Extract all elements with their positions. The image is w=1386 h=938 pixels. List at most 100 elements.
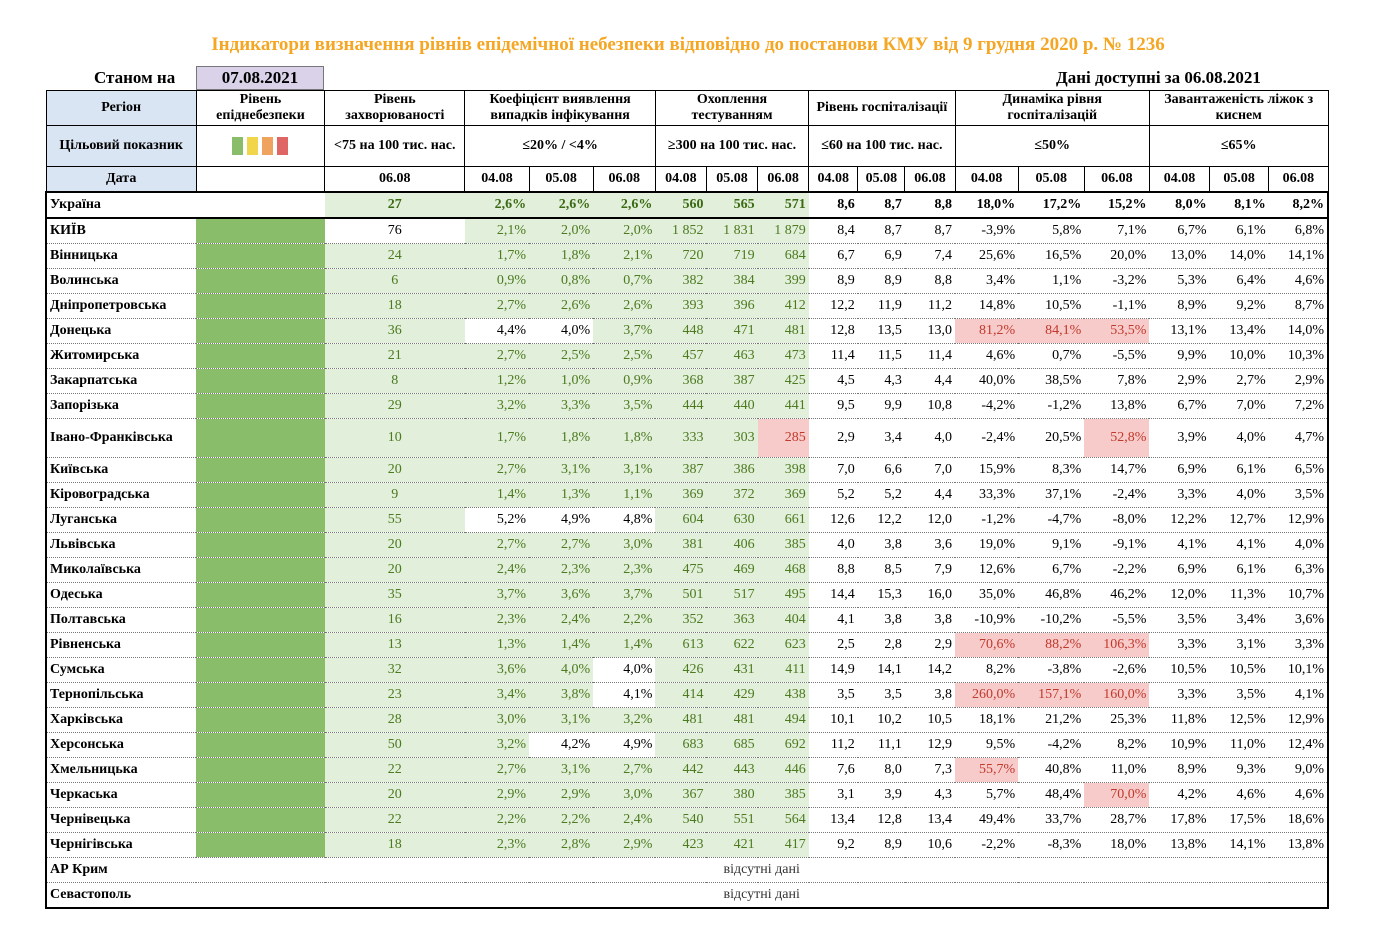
beds-cell: 6,1% bbox=[1209, 457, 1269, 483]
detection-cell: 4,9% bbox=[529, 507, 594, 533]
region-name: Сумська bbox=[44, 657, 197, 683]
region-name: Запорізька bbox=[44, 393, 197, 419]
testing-cell: 661 bbox=[757, 507, 809, 533]
level-cell bbox=[196, 507, 325, 533]
table-row: Херсонська 50 3,2% 4,2% 4,9% 683 685 692 11,2 11,… bbox=[44, 732, 1330, 758]
incidence-cell: 36 bbox=[324, 318, 465, 344]
table-row: Івано-Франківська 10 1,7% 1,8% 1,8% 333 303 285… bbox=[44, 418, 1330, 458]
state-label: Станом на bbox=[94, 68, 176, 87]
hosp-cell: 8,8 bbox=[904, 191, 955, 219]
detection-cell: 1,8% bbox=[529, 418, 594, 458]
region-name: Чернівецька bbox=[44, 807, 197, 833]
hosp-cell: 13,5 bbox=[857, 318, 905, 344]
detection-cell: 1,4% bbox=[529, 632, 594, 658]
region-name: Харківська bbox=[44, 707, 197, 733]
level-cell bbox=[196, 343, 325, 369]
detection-cell: 1,3% bbox=[464, 632, 530, 658]
missing-data-text: відсутні дані bbox=[196, 882, 1329, 909]
incidence-cell: 28 bbox=[324, 707, 465, 733]
detection-cell: 2,7% bbox=[464, 532, 530, 558]
testing-cell: 438 bbox=[757, 682, 809, 708]
testing-cell: 414 bbox=[655, 682, 707, 708]
level-legend bbox=[195, 125, 326, 167]
hosp-dyn-cell: -2,2% bbox=[955, 832, 1019, 858]
testing-cell: 429 bbox=[706, 682, 758, 708]
hosp-dyn-cell: 3,4% bbox=[955, 268, 1019, 294]
hosp-dyn-cell: 70,0% bbox=[1084, 782, 1150, 808]
hosp-cell: 12,9 bbox=[904, 732, 955, 758]
level-cell bbox=[196, 318, 325, 344]
hosp-cell: 9,9 bbox=[857, 393, 905, 419]
table-row-missing: Севастополь відсутні дані bbox=[44, 882, 1329, 909]
detection-cell: 4,0% bbox=[593, 657, 656, 683]
beds-cell: 17,8% bbox=[1149, 807, 1210, 833]
hosp-dyn-cell: -4,2% bbox=[1018, 732, 1085, 758]
table-row: Дніпропетровська 18 2,7% 2,6% 2,6% 393 396 412 1… bbox=[44, 293, 1330, 319]
beds-cell: 8,1% bbox=[1209, 191, 1269, 219]
incidence-cell: 21 bbox=[324, 343, 465, 369]
beds-cell: 10,5% bbox=[1149, 657, 1210, 683]
testing-cell: 494 bbox=[757, 707, 809, 733]
level-cell bbox=[196, 532, 325, 558]
hosp-dyn-cell: -2,6% bbox=[1084, 657, 1150, 683]
hosp-dyn-cell: 15,2% bbox=[1084, 191, 1150, 219]
detection-cell: 2,7% bbox=[464, 293, 530, 319]
hosp-cell: 2,9 bbox=[904, 632, 955, 658]
beds-cell: 11,8% bbox=[1149, 707, 1210, 733]
detection-cell: 3,0% bbox=[593, 532, 656, 558]
target-row: Цільовий показник <75 на 100 тис. нас. ≤… bbox=[45, 125, 1329, 167]
hosp-dyn-cell: -5,5% bbox=[1084, 343, 1150, 369]
testing-cell: 564 bbox=[757, 807, 809, 833]
region-name: Тернопільська bbox=[44, 682, 197, 708]
hosp-cell: 14,2 bbox=[904, 657, 955, 683]
detection-cell: 3,7% bbox=[593, 318, 656, 344]
hosp-cell: 3,1 bbox=[808, 782, 858, 808]
table-row: Чернігівська 18 2,3% 2,8% 2,9% 423 421 417 9,2 8,… bbox=[44, 832, 1330, 858]
beds-cell: 13,8% bbox=[1149, 832, 1210, 858]
hosp-dyn-cell: 40,0% bbox=[955, 368, 1019, 394]
date-cell: 05.08 bbox=[528, 166, 594, 193]
detection-cell: 1,3% bbox=[529, 482, 594, 508]
region-name: Донецька bbox=[44, 318, 197, 344]
beds-cell: 6,8% bbox=[1268, 218, 1330, 244]
hosp-cell: 7,3 bbox=[904, 757, 955, 783]
date-cell: 04.08 bbox=[1148, 166, 1211, 193]
detection-cell: 2,2% bbox=[464, 807, 530, 833]
hosp-dyn-cell: 46,8% bbox=[1018, 582, 1085, 608]
incidence-cell: 20 bbox=[324, 782, 465, 808]
level-cell bbox=[196, 682, 325, 708]
testing-cell: 369 bbox=[757, 482, 809, 508]
hosp-dyn-cell: 88,2% bbox=[1018, 632, 1085, 658]
header-detection: Коефіцієнт виявлення випадків інфікуванн… bbox=[464, 90, 656, 126]
detection-cell: 3,0% bbox=[593, 782, 656, 808]
incidence-cell: 20 bbox=[324, 532, 465, 558]
testing-cell: 551 bbox=[706, 807, 758, 833]
testing-cell: 446 bbox=[757, 757, 809, 783]
level-cell bbox=[196, 807, 325, 833]
region-name: Київська bbox=[44, 457, 197, 483]
header-level: Рівень епіднебезпеки bbox=[195, 90, 326, 126]
hosp-dyn-cell: 7,1% bbox=[1084, 218, 1150, 244]
hosp-dyn-cell: 81,2% bbox=[955, 318, 1019, 344]
table-row: Сумська 32 3,6% 4,0% 4,0% 426 431 411 14,9 14,1 14… bbox=[44, 657, 1330, 683]
date-cell: 04.08 bbox=[654, 166, 707, 193]
testing-cell: 685 bbox=[706, 732, 758, 758]
detection-cell: 3,6% bbox=[529, 582, 594, 608]
detection-cell: 2,1% bbox=[593, 243, 656, 269]
hosp-dyn-cell: 55,7% bbox=[955, 757, 1019, 783]
header-row: Регіон Рівень епіднебезпеки Рівень захво… bbox=[45, 90, 1329, 126]
testing-cell: 387 bbox=[655, 457, 707, 483]
testing-cell: 381 bbox=[655, 532, 707, 558]
detection-cell: 1,0% bbox=[529, 368, 594, 394]
hosp-dyn-cell: 33,3% bbox=[955, 482, 1019, 508]
table-row: Черкаська 20 2,9% 2,9% 3,0% 367 380 385 3,1 3,9 4,… bbox=[44, 782, 1330, 808]
detection-cell: 1,1% bbox=[593, 482, 656, 508]
detection-cell: 0,8% bbox=[529, 268, 594, 294]
beds-cell: 3,3% bbox=[1268, 632, 1330, 658]
hosp-dyn-cell: 48,4% bbox=[1018, 782, 1085, 808]
hosp-cell: 4,3 bbox=[857, 368, 905, 394]
date-incidence: 06.08 bbox=[324, 166, 466, 193]
detection-cell: 1,2% bbox=[464, 368, 530, 394]
detection-cell: 3,1% bbox=[529, 457, 594, 483]
beds-cell: 6,3% bbox=[1268, 557, 1330, 583]
